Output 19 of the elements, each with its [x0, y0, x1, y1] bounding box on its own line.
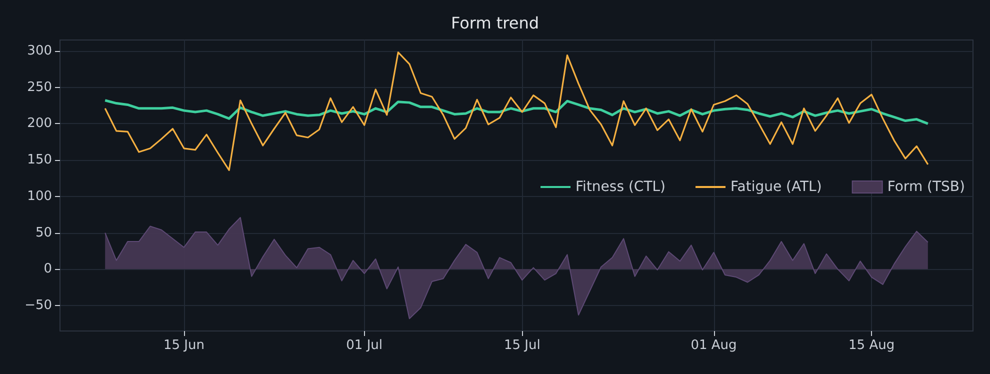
x-tick-label: 15 Jun [163, 338, 204, 353]
line-series [104, 99, 930, 125]
legend-label: Fitness (CTL) [576, 179, 666, 195]
chart-title: Form trend [450, 14, 540, 32]
x-tick-label: 15 Jul [504, 338, 540, 353]
y-tick-label: −50 [24, 298, 52, 314]
y-tick-label: 50 [35, 225, 52, 240]
y-tick-label: 300 [27, 43, 52, 58]
y-tick-label: 0 [44, 262, 52, 277]
y-tick-label: 250 [27, 80, 52, 95]
x-tick-label: 01 Aug [690, 338, 737, 353]
x-tick-label: 15 Aug [848, 338, 895, 353]
y-tick-label: 100 [27, 188, 52, 204]
y-tick-label: 200 [27, 116, 52, 132]
y-tick-label: 150 [27, 152, 52, 168]
x-tick-label: 01 Jul [346, 338, 383, 353]
legend-label: Fatigue (ATL) [730, 179, 822, 195]
legend-label: Form (TSB) [887, 179, 966, 195]
line-series [104, 52, 929, 172]
